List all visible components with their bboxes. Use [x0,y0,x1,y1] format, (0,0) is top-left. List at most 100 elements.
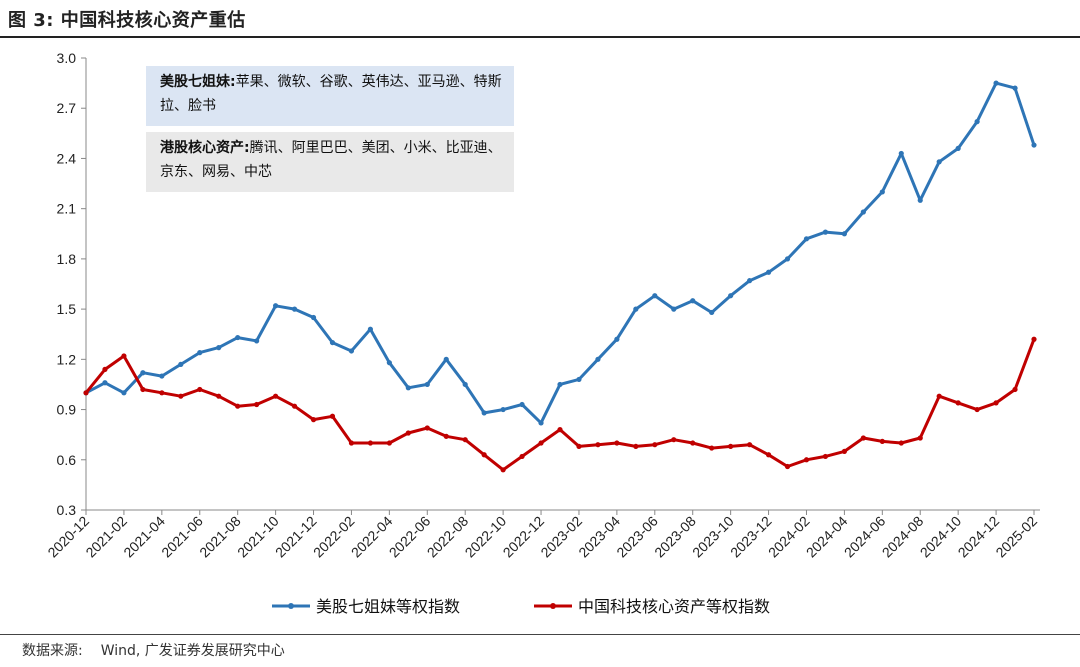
series-1-point [310,417,317,423]
series-0-point [898,150,904,157]
x-tick-label: 2024-12 [955,513,1003,561]
source-note: 数据来源: Wind, 广发证券发展研究中心 [22,640,303,660]
series-1-point [367,440,373,446]
x-tick-label: 2021-02 [82,513,130,561]
series-1-point [216,393,222,399]
note-hk-core-text: 腾讯、阿里巴巴、美团、小米、比亚迪、京东、网易、中芯 [160,140,502,180]
legend-label-1: 中国科技核心资产等权指数 [578,597,770,616]
chart-title: 图 3: 中国科技核心资产重估 [8,10,246,31]
series-0-point [178,361,184,367]
series-1-point [235,403,241,409]
y-tick-label: 2.7 [57,100,77,116]
series-1-point [671,437,677,443]
series-0-point [709,309,715,316]
series-0-point [481,410,487,416]
series-0-point [993,80,999,86]
x-tick-label: 2023-08 [651,513,699,561]
series-1-point [140,386,146,393]
series-0-point [879,189,885,195]
series-1-point [443,433,449,439]
series-1-point [784,463,791,470]
x-tick-label: 2021-06 [158,513,206,561]
series-0-point [159,373,165,379]
y-tick-label: 3.0 [57,50,77,66]
series-0-point [216,345,222,351]
series-1-point [576,443,582,449]
series-0-point [121,390,127,396]
series-1-point [254,401,260,408]
series-0-point [367,326,373,332]
series-1-point [860,435,866,441]
series-0-point [671,306,677,312]
series-0-point [348,348,355,354]
series-0-point [690,298,696,304]
series-0-point [917,197,923,203]
series-1-point [936,393,942,399]
series-1-point [879,438,885,444]
series-0-point [462,381,468,388]
series-1-point [1031,336,1037,342]
note-us-big7-label: 美股七姐妹: [160,74,236,90]
series-0-point [576,376,582,383]
note-us-big7: 美股七姐妹:苹果、微软、谷歌、英伟达、亚马逊、特斯拉、脸书 [146,66,514,126]
y-tick-label: 0.3 [57,502,77,518]
series-1-point [500,467,506,473]
series-1-point [728,443,734,449]
x-tick-label: 2022-10 [462,513,510,561]
series-line-1 [84,338,1036,472]
series-0-point [424,381,430,388]
series-1-point [1012,386,1018,393]
x-tick-label: 2022-04 [348,513,396,561]
series-0-point [443,356,449,362]
series-0-point [557,381,563,388]
series-0-point [102,380,108,386]
series-0-point [784,256,791,262]
x-tick-label: 2024-08 [879,513,927,561]
note-hk-core: 港股核心资产:腾讯、阿里巴巴、美团、小米、比亚迪、京东、网易、中芯 [146,132,514,192]
series-0-point [747,278,753,284]
title-divider [0,36,1080,38]
series-0-point [936,159,942,165]
series-0-point [310,314,317,321]
x-tick-label: 2022-12 [500,513,548,561]
x-tick-label: 2022-02 [310,513,358,561]
series-1-point [709,445,715,451]
series-1-point [424,425,430,431]
series-1-point [197,386,203,393]
series-1-point [747,442,753,448]
y-tick-label: 1.5 [57,301,77,317]
x-tick-label: 2022-08 [424,513,472,561]
series-1-point [178,393,184,399]
series-0-point [254,338,260,344]
x-tick-label: 2024-06 [841,513,889,561]
series-0-point [955,145,961,151]
series-1-point [405,430,411,436]
series-1-point [803,457,810,463]
series-1-point [993,400,999,406]
series-0-point [1012,85,1018,91]
series-1-point [291,403,298,409]
footer-divider [0,634,1080,635]
series-1-point [652,442,658,448]
series-0-point [614,336,620,342]
series-0-point [273,303,279,309]
x-tick-label: 2023-06 [613,513,661,561]
series-0-point [860,209,866,215]
legend-marker-1 [550,603,556,609]
series-0-point [519,401,525,408]
series-1-point [348,440,355,446]
x-tick-label: 2020-12 [44,513,92,561]
series-0-point [974,119,980,125]
series-0-point [841,231,848,237]
series-1-point [841,448,848,455]
series-0-point [633,306,639,312]
series-0-point [500,406,506,413]
series-1-point [557,427,563,433]
legend-marker-0 [288,603,294,609]
source-label: 数据来源: [22,643,83,659]
series-1-point [765,452,772,458]
series-1-point [614,440,620,446]
note-us-big7-text: 苹果、微软、谷歌、英伟达、亚马逊、特斯拉、脸书 [160,74,502,114]
series-1-point [538,440,544,446]
series-1-point [917,435,923,441]
